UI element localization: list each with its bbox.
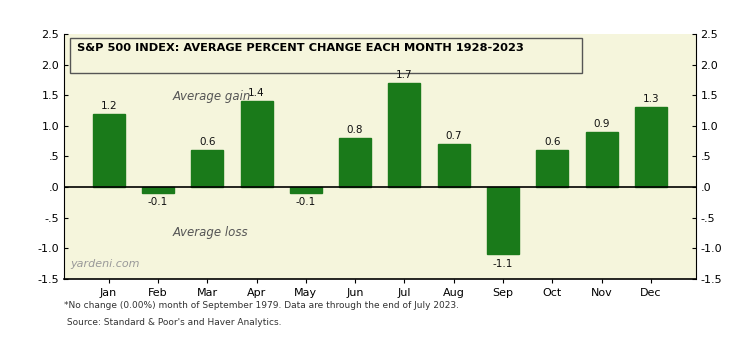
Bar xyxy=(241,101,272,187)
Text: Average gain: Average gain xyxy=(173,90,251,103)
Bar xyxy=(586,132,617,187)
Text: 1.4: 1.4 xyxy=(248,88,265,98)
Bar xyxy=(487,187,519,254)
Text: 1.7: 1.7 xyxy=(396,70,413,80)
Bar xyxy=(536,150,569,187)
Text: -0.1: -0.1 xyxy=(148,198,168,207)
Bar xyxy=(388,83,420,187)
Text: Average loss: Average loss xyxy=(173,226,248,239)
Text: 0.9: 0.9 xyxy=(593,119,610,129)
Bar xyxy=(339,138,371,187)
Bar xyxy=(438,144,470,187)
Bar xyxy=(92,114,125,187)
Text: *No change (0.00%) month of September 1979. Data are through the end of July 202: *No change (0.00%) month of September 19… xyxy=(64,301,459,310)
Bar xyxy=(191,150,223,187)
Text: yardeni.com: yardeni.com xyxy=(70,259,140,269)
Text: 0.6: 0.6 xyxy=(199,137,216,147)
Bar xyxy=(290,187,322,193)
Text: 1.2: 1.2 xyxy=(100,101,117,111)
Text: 0.8: 0.8 xyxy=(347,125,363,135)
Text: S&P 500 INDEX: AVERAGE PERCENT CHANGE EACH MONTH 1928-2023: S&P 500 INDEX: AVERAGE PERCENT CHANGE EA… xyxy=(77,42,523,53)
Text: -0.1: -0.1 xyxy=(296,198,316,207)
Bar xyxy=(142,187,174,193)
Text: 0.6: 0.6 xyxy=(544,137,560,147)
Text: 1.3: 1.3 xyxy=(642,95,660,104)
Text: 0.7: 0.7 xyxy=(445,131,462,141)
Text: -1.1: -1.1 xyxy=(493,259,513,269)
Text: Source: Standard & Poor's and Haver Analytics.: Source: Standard & Poor's and Haver Anal… xyxy=(64,318,281,327)
Bar xyxy=(635,107,667,187)
